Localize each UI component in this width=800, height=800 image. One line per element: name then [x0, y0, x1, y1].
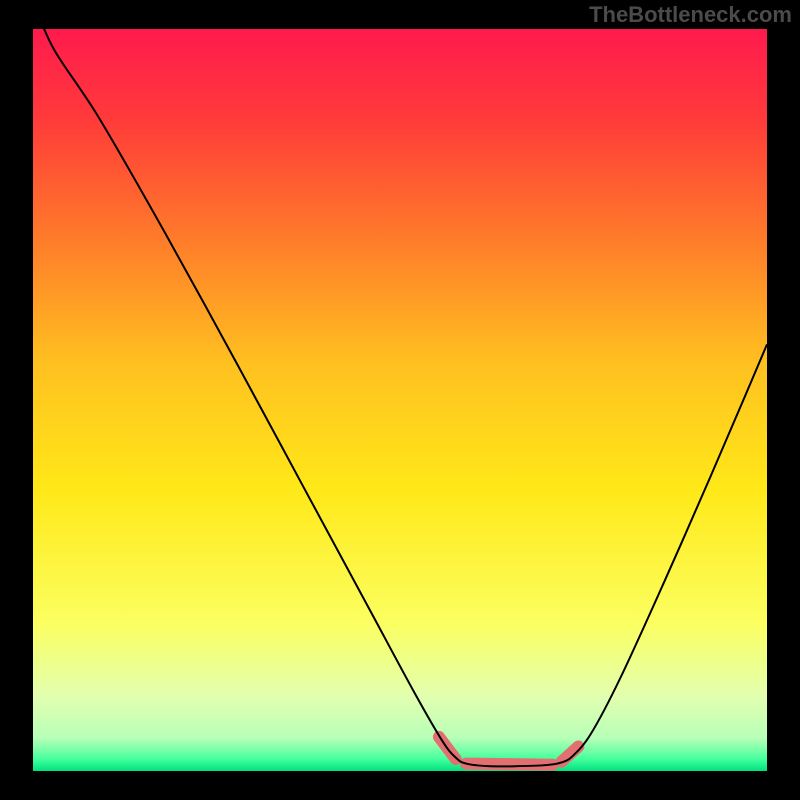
chart-frame: TheBottleneck.com: [0, 0, 800, 800]
gradient-background: [33, 29, 767, 771]
plot-svg: [33, 29, 767, 771]
plot-area: [33, 29, 767, 771]
watermark-text: TheBottleneck.com: [589, 2, 792, 28]
